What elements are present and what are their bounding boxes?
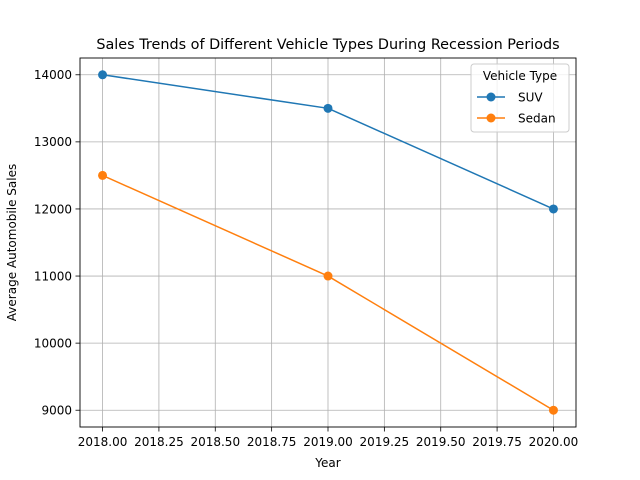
series-layer <box>98 70 558 415</box>
legend-entry-suv: SUV <box>477 90 543 104</box>
legend-entry-sedan: Sedan <box>477 111 556 125</box>
x-tick-label: 2018.50 <box>190 435 240 449</box>
series-suv <box>98 70 558 214</box>
legend-title: Vehicle Type <box>483 69 557 83</box>
x-tick-label: 2018.25 <box>134 435 184 449</box>
y-tick-label: 13000 <box>34 135 72 149</box>
legend: Vehicle Type SUV Sedan <box>470 63 570 133</box>
x-tick-label: 2018.00 <box>78 435 128 449</box>
y-tick-label: 12000 <box>34 202 72 216</box>
x-axis-label: Year <box>314 456 340 470</box>
legend-marker-sedan <box>486 113 496 123</box>
series-sedan <box>98 170 558 415</box>
chart-title: Sales Trends of Different Vehicle Types … <box>96 37 559 53</box>
legend-box <box>470 63 570 133</box>
y-tick-label: 14000 <box>34 68 72 82</box>
x-tick-label: 2019.75 <box>472 435 522 449</box>
legend-entries: SUV Sedan <box>477 90 556 125</box>
data-point-suv <box>548 204 558 214</box>
y-tick-label: 10000 <box>34 336 72 350</box>
x-tick-label: 2019.50 <box>416 435 466 449</box>
y-tick-label: 11000 <box>34 269 72 283</box>
data-point-sedan <box>548 405 558 415</box>
x-tick-label: 2020.00 <box>529 435 579 449</box>
legend-label-sedan: Sedan <box>518 111 556 125</box>
x-axis-ticks: 2018.00 2018.25 2018.50 2018.75 2019.00 2019.… <box>78 427 579 449</box>
data-point-suv <box>323 103 333 113</box>
data-point-sedan <box>98 170 108 180</box>
x-tick-label: 2019.25 <box>360 435 410 449</box>
x-tick-label: 2019.00 <box>303 435 353 449</box>
data-point-sedan <box>323 271 333 281</box>
y-axis-ticks: 9000 10000 11000 12000 13000 14000 <box>34 68 80 418</box>
legend-marker-suv <box>486 92 496 102</box>
y-axis-label: Average Automobile Sales <box>5 164 19 321</box>
x-tick-label: 2018.75 <box>247 435 297 449</box>
y-tick-label: 9000 <box>41 404 72 418</box>
legend-label-suv: SUV <box>518 90 543 104</box>
data-point-suv <box>98 70 108 80</box>
